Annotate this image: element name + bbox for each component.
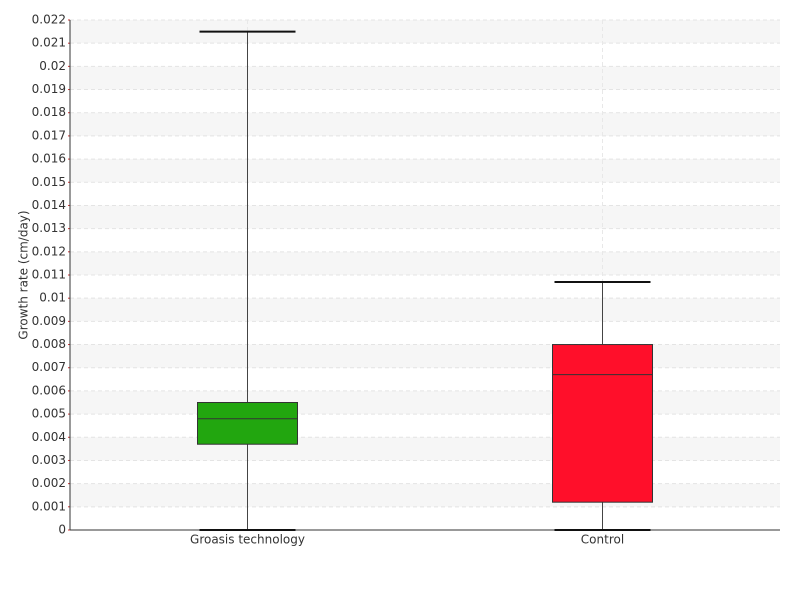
y-tick-label: 0.021	[32, 36, 66, 50]
y-tick-label: 0.015	[32, 175, 66, 189]
y-tick-label: 0.016	[32, 152, 66, 166]
y-tick-label: 0.02	[39, 59, 66, 73]
grid-band	[70, 390, 780, 415]
y-tick-label: 0.004	[32, 430, 66, 444]
grid-band	[70, 437, 780, 461]
grid-band	[70, 159, 780, 183]
y-tick-label: 0.008	[32, 337, 66, 351]
y-tick-label: 0.014	[32, 198, 66, 212]
y-tick-label: 0.022	[32, 13, 66, 27]
y-tick-label: 0.019	[32, 82, 66, 96]
y-axis-label: Growth rate (cm/day)	[17, 210, 31, 339]
x-tick-label: Control	[581, 533, 624, 547]
y-tick-label: 0.005	[32, 407, 66, 421]
y-tick-label: 0	[58, 523, 66, 537]
y-tick-label: 0.003	[32, 453, 66, 467]
grid-band	[70, 20, 780, 44]
box	[197, 402, 298, 445]
y-tick-label: 0.011	[32, 268, 66, 282]
grid-band	[70, 205, 780, 229]
y-tick-label: 0.012	[32, 244, 66, 258]
y-tick-label: 0.002	[32, 476, 66, 490]
x-tick-label: Groasis technology	[190, 533, 305, 547]
y-tick-label: 0.01	[39, 291, 66, 305]
grid-band	[70, 298, 780, 322]
y-tick-label: 0.018	[32, 105, 66, 119]
grid-band	[70, 251, 780, 275]
y-tick-label: 0.001	[32, 499, 66, 513]
grid-band	[70, 344, 780, 368]
y-tick-label: 0.013	[32, 221, 66, 235]
grid-band	[70, 112, 780, 136]
y-tick-label: 0.017	[32, 128, 66, 142]
grid-band	[70, 66, 780, 90]
y-tick-label: 0.006	[32, 383, 66, 397]
box	[552, 344, 653, 503]
y-tick-label: 0.007	[32, 360, 66, 374]
grid-band	[70, 483, 780, 507]
y-tick-label: 0.009	[32, 314, 66, 328]
